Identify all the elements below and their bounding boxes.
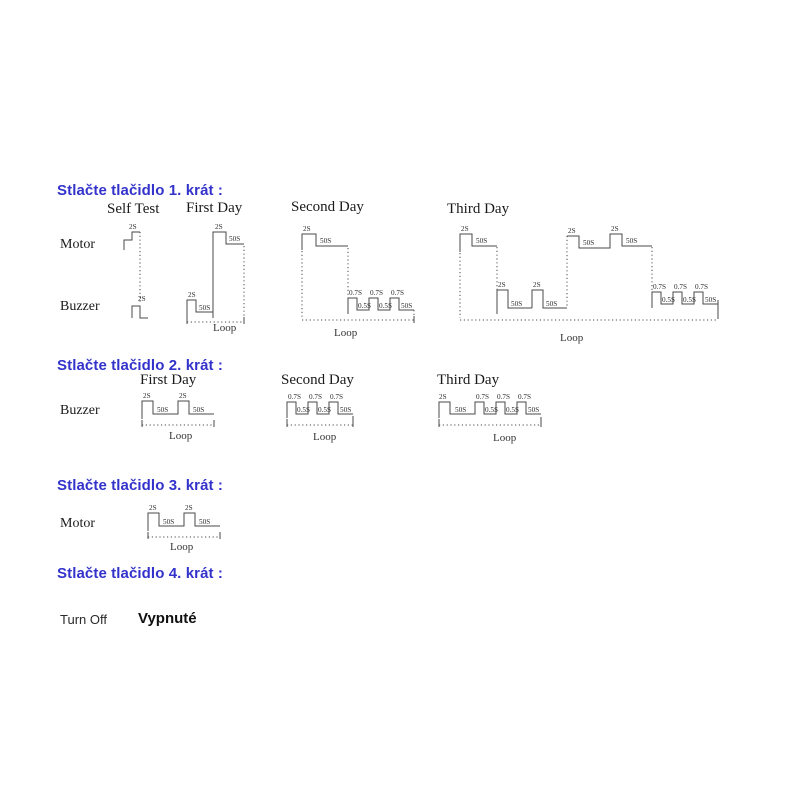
timing-label-50s: 50S (511, 300, 522, 308)
column-title-third-day-s2: Third Day (437, 372, 500, 388)
waveform-first-day-s1: 2S 50S 2S 50S (186, 223, 245, 324)
timing-label-2s: 2S (215, 223, 223, 231)
timing-label-50s: 50S (229, 235, 240, 243)
timing-label-05s: 0.5S (506, 406, 519, 414)
loop-label-third-day-s1: Loop (560, 332, 584, 344)
timing-label-50s: 50S (157, 406, 168, 414)
column-title-first-day-s1: First Day (186, 200, 243, 216)
timing-label-05s: 0.5S (485, 406, 498, 414)
row-label-motor-s3: Motor (60, 516, 95, 531)
timing-label-50s: 50S (583, 239, 594, 247)
waveform-self-test: 2S 2S (123, 223, 148, 319)
timing-label-50s: 50S (199, 518, 210, 526)
loop-label-first-day-s2: Loop (169, 430, 193, 442)
timing-label-07s: 0.7S (330, 393, 343, 401)
loop-label-third-day-s2: Loop (493, 432, 517, 444)
section-heading-press-4: Stlačte tlačidlo 4. krát : (57, 565, 223, 582)
timing-label-50s: 50S (163, 518, 174, 526)
timing-label-05s: 0.5S (318, 406, 331, 414)
timing-label-50s: 50S (626, 237, 637, 245)
timing-label-2s: 2S (611, 225, 619, 233)
timing-label-05s: 0.5S (379, 302, 392, 310)
section-heading-press-2: Stlačte tlačidlo 2. krát : (57, 357, 223, 374)
timing-label-2s: 2S (498, 281, 506, 289)
timing-label-05s: 0.5S (358, 302, 371, 310)
timing-label-2s: 2S (129, 223, 137, 231)
timing-label-50s: 50S (546, 300, 557, 308)
timing-label-07s: 0.7S (309, 393, 322, 401)
timing-label-50s: 50S (455, 406, 466, 414)
timing-label-2s: 2S (149, 504, 157, 512)
section-heading-press-3: Stlačte tlačidlo 3. krát : (57, 477, 223, 494)
column-title-second-day-s2: Second Day (281, 372, 354, 388)
timing-label-2s: 2S (188, 291, 196, 299)
timing-label-05s: 0.5S (297, 406, 310, 414)
timing-label-07s: 0.7S (391, 289, 404, 297)
loop-label-second-day-s2: Loop (313, 431, 337, 443)
turn-off-label-sk: Vypnuté (138, 610, 197, 627)
loop-label-second-day-s1: Loop (334, 327, 358, 339)
timing-label-50s: 50S (476, 237, 487, 245)
timing-label-07s: 0.7S (497, 393, 510, 401)
timing-label-07s: 0.7S (476, 393, 489, 401)
timing-label-2s: 2S (533, 281, 541, 289)
waveform-third-day-s1: 2S 50S 2S 50S 2S 50S 2S 50S 2S 50S 0.7S … (459, 225, 719, 321)
timing-label-07s: 0.7S (653, 283, 666, 291)
section-heading-press-1: Stlačte tlačidlo 1. krát : (57, 182, 223, 199)
timing-label-2s: 2S (138, 295, 146, 303)
timing-label-2s: 2S (185, 504, 193, 512)
waveform-second-day-s2: 0.7S 0.7S 0.7S 0.5S 0.5S 50S (286, 393, 354, 427)
column-title-first-day-s2: First Day (140, 372, 197, 388)
column-title-third-day-s1: Third Day (447, 201, 510, 217)
waveform-third-day-s2: 2S 50S 0.7S 0.7S 0.7S 0.5S 0.5S 50S (438, 393, 542, 427)
timing-label-50s: 50S (193, 406, 204, 414)
timing-label-50s: 50S (340, 406, 351, 414)
waveform-second-day-s1: 2S 50S 0.7S 0.7S 0.7S 0.5S 0.5S 50S (301, 225, 415, 323)
timing-label-2s: 2S (461, 225, 469, 233)
timing-label-2s: 2S (303, 225, 311, 233)
column-title-second-day-s1: Second Day (291, 199, 364, 215)
timing-label-2s: 2S (179, 392, 187, 400)
timing-label-05s: 0.5S (662, 296, 675, 304)
timing-label-07s: 0.7S (695, 283, 708, 291)
column-title-self-test: Self Test (107, 201, 160, 217)
timing-label-2s: 2S (439, 393, 447, 401)
timing-label-07s: 0.7S (674, 283, 687, 291)
timing-label-2s: 2S (568, 227, 576, 235)
timing-label-2s: 2S (143, 392, 151, 400)
timing-label-50s: 50S (705, 296, 716, 304)
loop-label-first-day-s1: Loop (213, 322, 237, 334)
row-label-motor-s1: Motor (60, 237, 95, 252)
waveform-motor-s3: 2S 50S 2S 50S (147, 504, 221, 539)
timing-label-07s: 0.7S (518, 393, 531, 401)
timing-label-05s: 0.5S (683, 296, 696, 304)
timing-label-50s: 50S (320, 237, 331, 245)
timing-label-07s: 0.7S (370, 289, 383, 297)
waveform-first-day-s2: 2S 50S 2S 50S (141, 392, 215, 427)
timing-label-07s: 0.7S (288, 393, 301, 401)
timing-label-50s: 50S (199, 304, 210, 312)
row-label-buzzer-s1: Buzzer (60, 299, 100, 314)
row-label-buzzer-s2: Buzzer (60, 403, 100, 418)
timing-label-07s: 0.7S (349, 289, 362, 297)
loop-label-motor-s3: Loop (170, 541, 194, 553)
timing-label-50s: 50S (528, 406, 539, 414)
turn-off-label-en: Turn Off (60, 612, 107, 627)
timing-label-50s: 50S (401, 302, 412, 310)
